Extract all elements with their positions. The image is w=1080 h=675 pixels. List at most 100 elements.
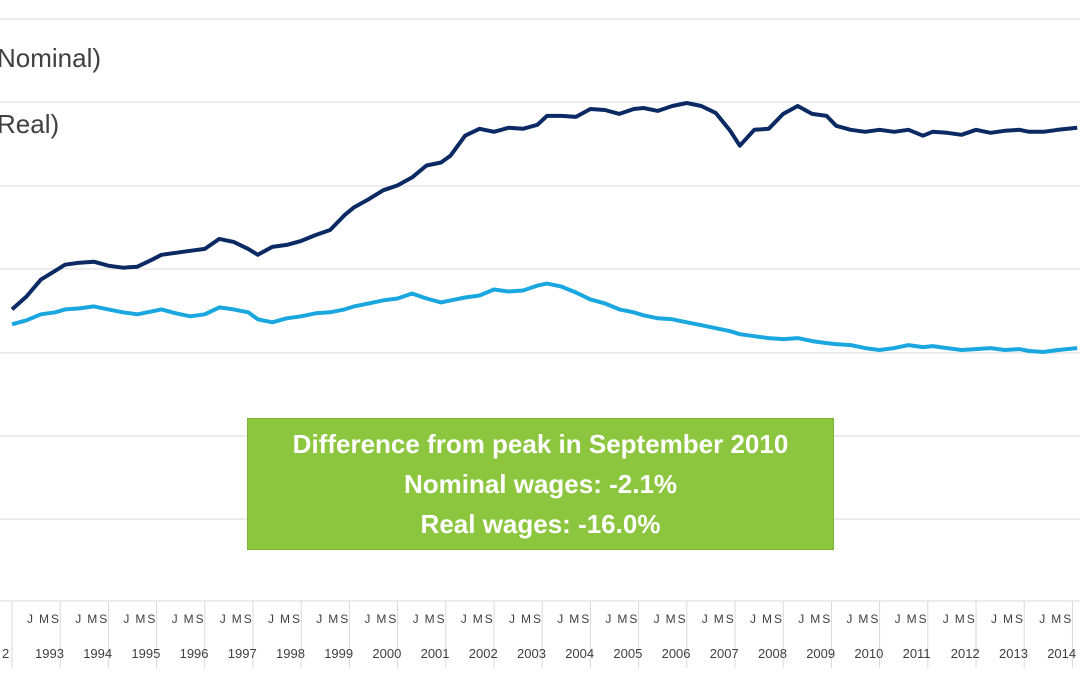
x-tick-label-year: 2013 [999,646,1028,661]
series-line-nominal [10,101,1078,311]
x-tick-label-month: M [617,612,629,626]
x-tick-label-month: S [629,612,639,626]
x-tick-label-month: M [713,612,725,626]
x-tick-label-year: 2010 [854,646,884,661]
x-tick-label-month: S [725,612,735,626]
x-tick-label-month: M [954,612,966,626]
x-tick-label-year: 2011 [902,646,931,661]
x-tick-label-month: M [665,612,677,626]
x-tick-label-month: M [231,612,243,626]
x-tick-label-month: S [677,612,687,626]
x-tick-label-month: J [798,612,806,626]
legend-label-real: Real) [0,109,60,139]
x-tick-label-month: S [292,612,302,626]
x-tick-label-month: J [364,612,372,626]
x-tick-label-month: M [280,612,291,626]
x-tick-label-year: 2 [2,646,10,661]
x-tick-label-year: 2009 [806,646,836,661]
x-tick-label-month: S [99,612,109,626]
x-tick-label-month: S [1015,612,1025,626]
x-tick-label-month: S [243,612,253,626]
x-tick-label-month: J [123,612,131,626]
series-line-real [11,281,1078,354]
x-tick-label-month: M [376,612,388,626]
x-tick-label-month: J [942,612,950,626]
x-tick-label-month: J [701,612,709,626]
x-tick-label-year: 2012 [950,646,980,661]
x-tick-label-month: S [822,612,832,626]
x-tick-label-year: 2004 [565,646,595,661]
x-tick-label-month: M [472,612,484,626]
annotation-line-3: Real wages: -16.0% [420,509,661,539]
x-tick-label-month: J [268,612,275,626]
x-tick-label-month: M [135,612,147,626]
x-tick-label-year: 2006 [661,646,691,661]
x-tick-label-month: J [27,612,34,626]
x-tick-label-month: S [774,612,784,626]
x-tick-label-month: J [509,612,516,626]
x-tick-label-year: 1999 [324,646,354,661]
x-tick-label-year: 2002 [468,646,498,661]
x-tick-label-month: M [1051,612,1063,626]
x-tick-label-year: 2005 [613,646,643,661]
x-tick-label-month: M [569,612,581,626]
x-tick-label-month: J [750,612,757,626]
gridlines [0,18,1080,668]
x-tick-label-year: 1997 [227,646,257,661]
x-tick-label-year: 1998 [276,646,305,661]
x-tick-label-month: J [460,612,468,626]
x-tick-label-month: S [484,612,494,626]
x-tick-label-month: J [653,612,661,626]
x-tick-label-month: J [846,612,854,626]
x-tick-label-month: J [991,612,998,626]
annotation-box: Difference from peak in September 2010 N… [247,418,834,550]
x-tick-label-year: 1994 [83,646,113,661]
x-tick-label-year: 2003 [517,646,546,661]
plot-area [10,101,1078,354]
x-tick-label-month: J [557,612,565,626]
x-tick-label-month: J [171,612,179,626]
x-tick-label-year: 2014 [1047,646,1077,661]
x-tick-label-month: J [316,612,324,626]
x-tick-label-month: S [147,612,157,626]
annotation-line-1: Difference from peak in September 2010 [292,429,789,459]
x-tick-label-month: S [388,612,398,626]
x-tick-label-month: J [75,612,83,626]
x-tick-label-year: 1995 [131,646,161,661]
x-tick-label-year: 1993 [35,646,64,661]
x-tick-label-year: 2007 [709,646,739,661]
x-tick-label-month: M [906,612,918,626]
annotation-line-2: Nominal wages: -2.1% [403,469,678,499]
x-tick-label-month: M [87,612,99,626]
x-tick-label-year: 1996 [179,646,209,661]
x-tick-label-year: 2001 [420,646,450,661]
x-tick-label-month: J [605,612,613,626]
x-tick-label-month: M [810,612,822,626]
x-tick-label-month: J [894,612,902,626]
x-tick-label-month: M [762,612,773,626]
x-tick-label-month: M [858,612,870,626]
x-tick-label-month: M [521,612,532,626]
x-tick-label-month: S [436,612,446,626]
x-tick-label-month: S [340,612,350,626]
x-tick-label-month: M [1003,612,1014,626]
x-tick-label-month: M [328,612,340,626]
x-tick-label-month: S [870,612,880,626]
x-tick-label-month: S [581,612,591,626]
x-tick-label-month: M [424,612,436,626]
x-tick-label-month: S [51,612,61,626]
x-tick-label-month: S [195,612,205,626]
x-tick-label-month: M [183,612,195,626]
x-tick-label-month: J [219,612,227,626]
x-tick-label-month: S [918,612,928,626]
x-axis-year-row: 2 1993 1994 1995 1996 1997 1998 1999 2000 2001 200… [0,646,1080,668]
x-tick-label-month: M [39,612,50,626]
legend-label-nominal: Nominal) [0,43,102,73]
x-tick-label-year: 2008 [758,646,787,661]
x-tick-label-month: J [412,612,420,626]
x-tick-label-month: J [1039,612,1047,626]
x-tick-label-year: 2000 [372,646,402,661]
x-tick-label-month: S [1063,612,1073,626]
